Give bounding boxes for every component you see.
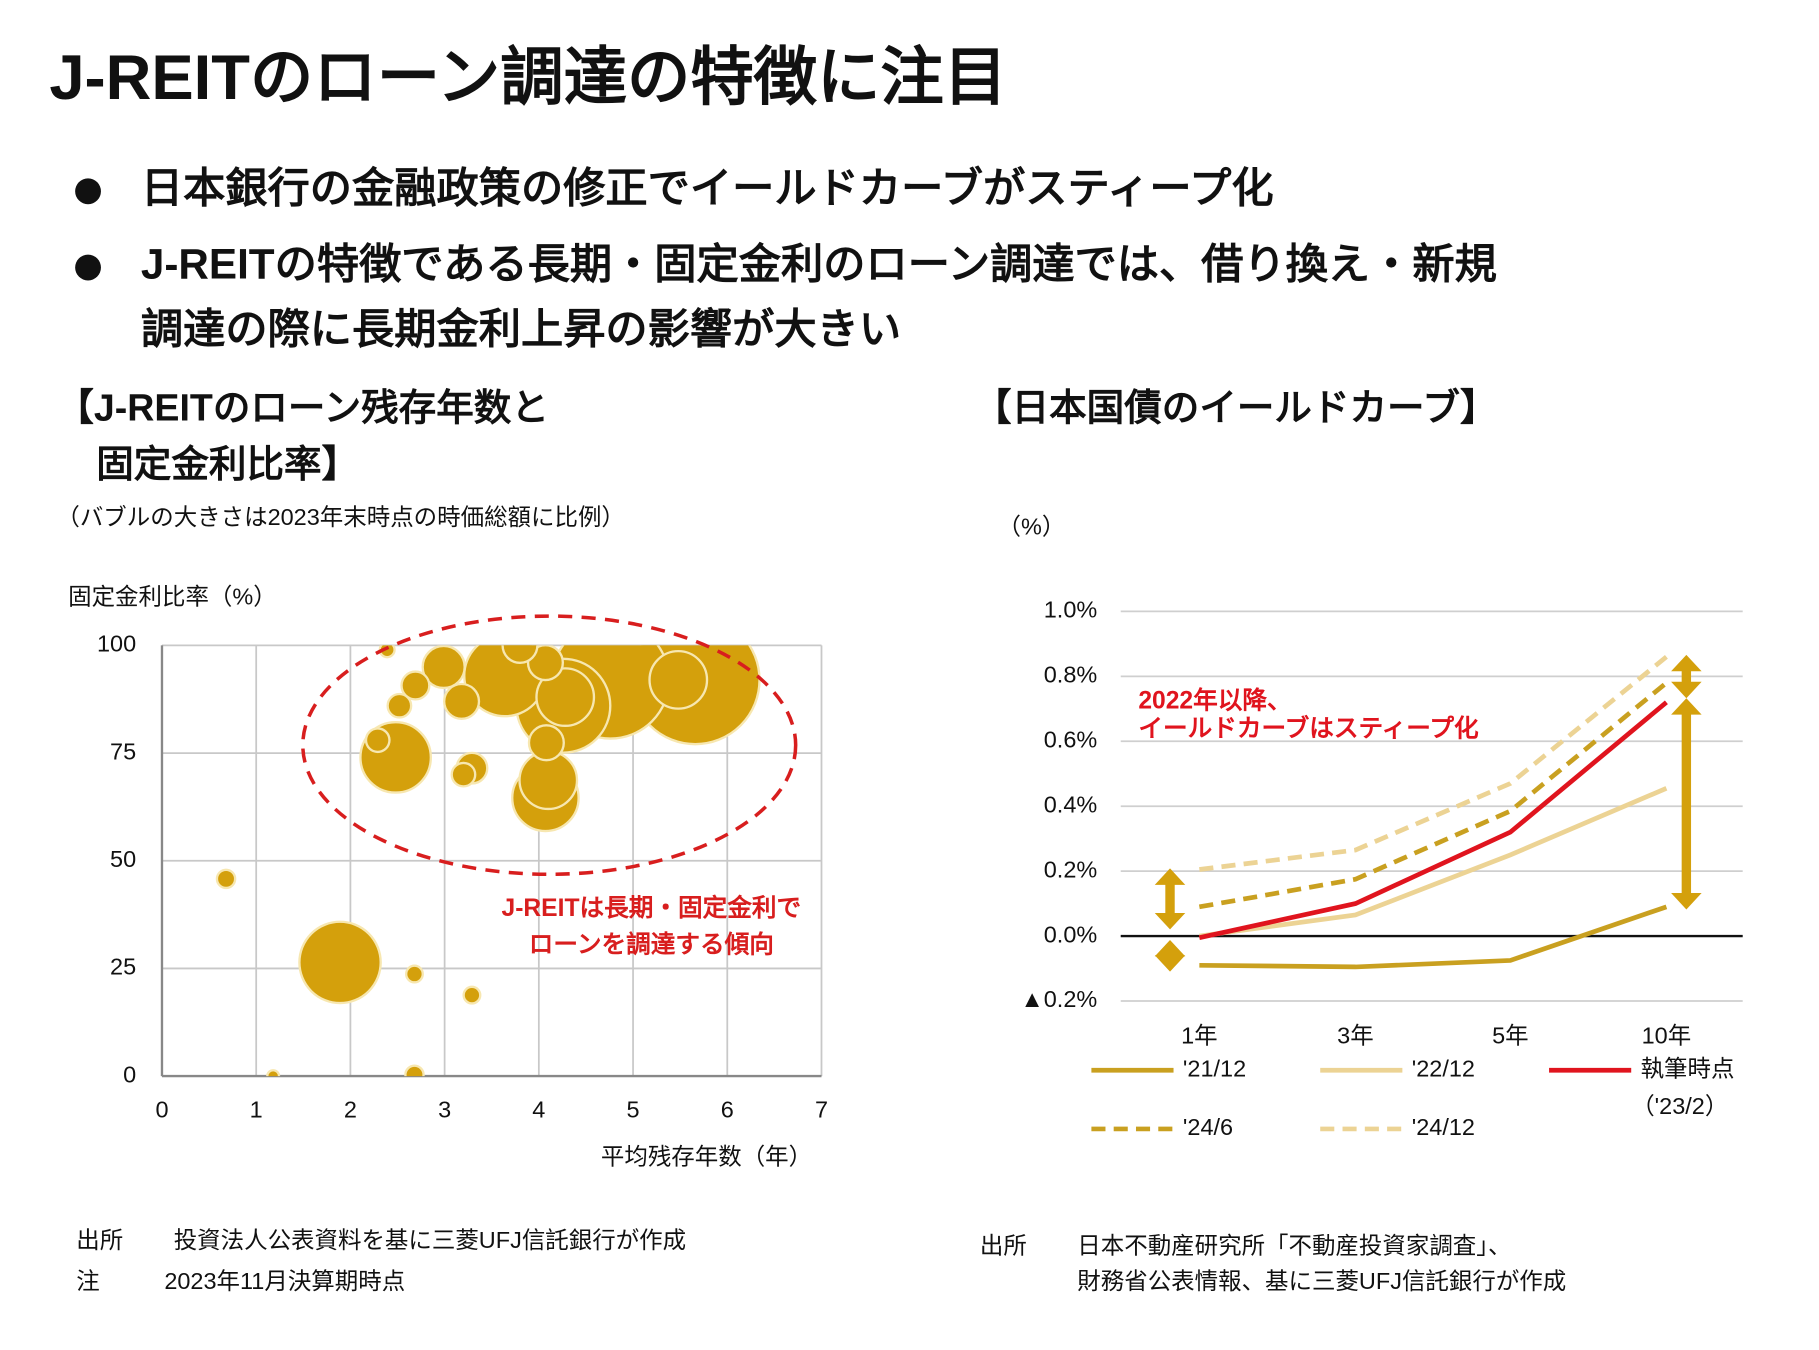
- x-tick-label: 1年: [1181, 1023, 1218, 1049]
- x-tick-label: 2: [344, 1097, 357, 1123]
- y-tick-label: 0.4%: [1044, 791, 1098, 817]
- annotation: ローンを調達する傾向: [529, 929, 774, 958]
- slide-title: J-REITのローン調達の特徴に注目: [49, 43, 1007, 113]
- bullet-text: 調達の際に長期金利上昇の影響が大きい: [141, 305, 901, 352]
- arrow-head: [1154, 955, 1186, 972]
- y-tick-label: 0: [123, 1061, 136, 1087]
- bubble-chart: 0 1 2 3 4 5 6 7 0 25 50 75 100: [97, 631, 828, 1123]
- y-tick-label: 0.2%: [1044, 856, 1098, 882]
- y-tick-label: 0.8%: [1044, 662, 1098, 688]
- bubble: [386, 692, 413, 719]
- bullet-dot: [75, 254, 101, 281]
- series-line: [1199, 786, 1668, 939]
- chart-subtitle: （バブルの大きさは2023年末時点の時価総額に比例）: [56, 504, 625, 530]
- y-tick-label: 100: [97, 631, 136, 657]
- legend-label: '22/12: [1412, 1055, 1475, 1081]
- bubble: [527, 724, 565, 762]
- line-chart: ▲0.2% 0.0% 0.2% 0.4% 0.6% 0.8% 1.0% 1年 3年 5年 10年 '2…: [1021, 597, 1743, 1140]
- note-label: 出所: [980, 1233, 1027, 1259]
- legend-label: '24/12: [1412, 1114, 1475, 1140]
- annotation: 2022年以降、: [1138, 685, 1291, 714]
- bubble: [443, 682, 481, 720]
- bubble: [421, 645, 466, 690]
- x-tick-label: 1: [250, 1097, 263, 1123]
- series-line: [1198, 700, 1668, 940]
- bubble: [364, 727, 391, 754]
- y-axis-label: 固定金利比率（%）: [68, 584, 277, 610]
- arrow-head: [1154, 868, 1186, 885]
- x-tick-label: 10年: [1642, 1023, 1692, 1049]
- bubble: [462, 985, 482, 1005]
- arrow-head: [1671, 654, 1702, 672]
- x-tick-label: 4: [532, 1097, 545, 1123]
- note-label: 出所: [76, 1227, 123, 1253]
- note-text: 日本不動産研究所「不動産投資家調査」、: [1077, 1233, 1511, 1259]
- chart-title: 【J-REITのローン残存年数と: [56, 387, 549, 429]
- annotation: イールドカーブはスティープ化: [1138, 713, 1479, 742]
- note-text: 財務省公表情報、基に三菱UFJ信託銀行が作成: [1077, 1268, 1566, 1294]
- y-tick-label: 50: [110, 846, 136, 872]
- bubble: [526, 645, 565, 682]
- highlight-ellipse: [301, 614, 798, 877]
- bubble: [215, 868, 237, 890]
- bullet-text: 日本銀行の金融政策の修正でイールドカーブがスティープ化: [141, 164, 1274, 211]
- y-tick-label: 0.6%: [1044, 726, 1098, 752]
- y-tick-label: 0.0%: [1044, 921, 1098, 947]
- note-text: 2023年11月決算期時点: [164, 1268, 405, 1294]
- arrow-head: [1671, 698, 1702, 715]
- bubble: [535, 667, 596, 728]
- legend-label: 執筆時点: [1641, 1055, 1735, 1081]
- series-line: [1198, 681, 1668, 910]
- annotation: J-REITは長期・固定金利で: [502, 893, 802, 922]
- bubble: [648, 649, 709, 710]
- bubble: [266, 1069, 281, 1077]
- arrow-head: [1671, 681, 1702, 699]
- arrow-head: [1154, 912, 1186, 930]
- x-tick-label: 5年: [1492, 1023, 1529, 1049]
- x-axis-label: 平均残存年数（年）: [601, 1143, 812, 1169]
- y-tick-label: 75: [110, 738, 136, 764]
- bubble: [400, 670, 431, 701]
- series-line: [1199, 655, 1668, 872]
- arrow-head: [1671, 893, 1702, 910]
- y-tick-label: 25: [110, 954, 136, 980]
- y-axis-label: （%）: [998, 513, 1066, 539]
- chart-title: 【日本国債のイールドカーブ】: [974, 387, 1497, 429]
- x-tick-label: 6: [721, 1097, 734, 1123]
- x-tick-label: 3: [438, 1097, 451, 1123]
- x-tick-label: 3年: [1337, 1023, 1374, 1049]
- bubble: [404, 1064, 425, 1077]
- x-tick-label: 0: [155, 1097, 168, 1123]
- series-line: [1199, 904, 1668, 970]
- y-tick-label: 1.0%: [1044, 597, 1098, 623]
- legend-sublabel: （'23/2）: [1631, 1093, 1728, 1119]
- y-tick-label: ▲0.2%: [1021, 986, 1098, 1012]
- x-tick-label: 7: [815, 1097, 828, 1123]
- bullet-dot: [75, 178, 101, 205]
- note-text: 投資法人公表資料を基に三菱UFJ信託銀行が作成: [174, 1227, 686, 1253]
- x-tick-label: 5: [627, 1097, 640, 1123]
- bullet-text: J-REITの特徴である長期・固定金利のローン調達では、借り換え・新規: [141, 241, 1497, 288]
- legend-label: '21/12: [1183, 1055, 1246, 1081]
- bubble: [298, 920, 382, 1005]
- bubble: [405, 964, 424, 984]
- note-label: 注: [76, 1268, 99, 1294]
- bubbles: [215, 645, 761, 1077]
- arrow-head: [1154, 939, 1186, 957]
- legend-label: '24/6: [1183, 1114, 1233, 1140]
- bubble: [501, 645, 539, 665]
- chart-title: 固定金利比率】: [96, 443, 359, 485]
- bubble: [450, 761, 477, 788]
